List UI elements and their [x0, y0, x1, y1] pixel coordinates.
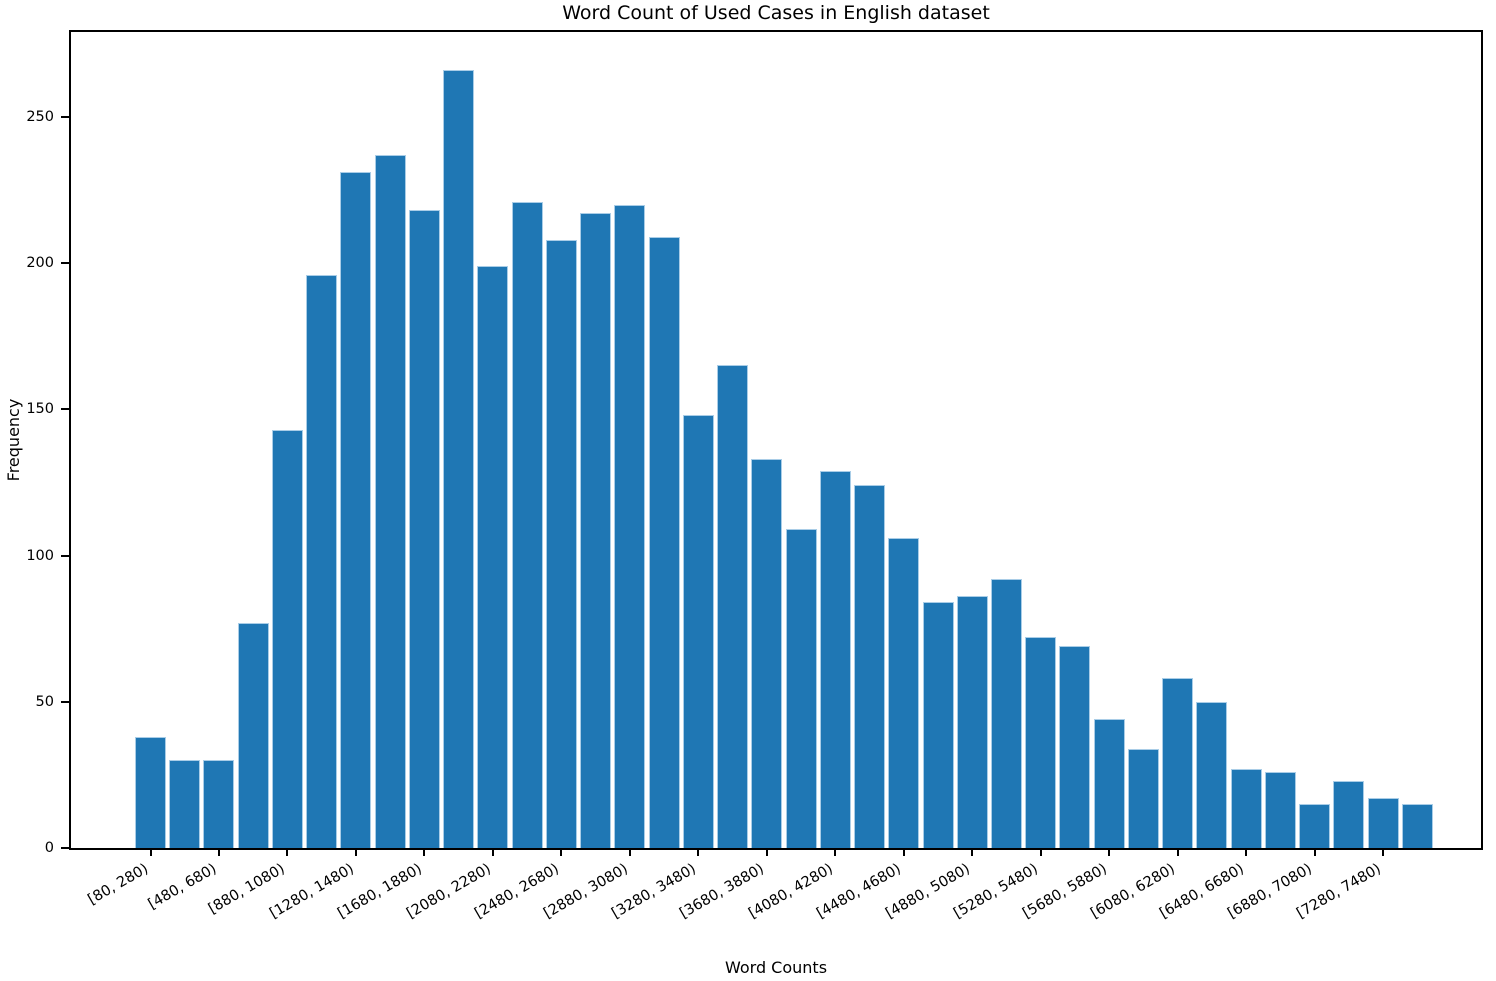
x-tick-mark	[1245, 848, 1248, 856]
bar	[1401, 804, 1433, 848]
y-tick-mark	[61, 554, 69, 557]
y-tick-mark	[61, 847, 69, 849]
x-tick-mark	[834, 848, 837, 856]
y-tick-label: 0	[44, 840, 54, 856]
y-tick-label: 100	[26, 547, 54, 564]
bar	[1093, 719, 1125, 848]
x-tick-mark	[971, 848, 974, 856]
x-tick-mark	[491, 848, 494, 856]
x-tick-mark	[217, 848, 220, 856]
bar	[1333, 781, 1365, 848]
x-tick-mark	[1313, 848, 1316, 856]
x-tick-mark	[423, 848, 426, 856]
x-tick-mark	[1108, 848, 1111, 856]
bar	[1127, 749, 1159, 848]
bar	[819, 471, 851, 848]
y-tick-mark	[61, 115, 69, 118]
x-tick-mark	[1039, 848, 1042, 856]
bar	[271, 430, 303, 848]
bar	[1162, 678, 1194, 848]
chart-title: Word Count of Used Cases in English data…	[562, 2, 990, 24]
x-tick-mark	[1382, 848, 1385, 856]
bar	[1299, 804, 1331, 848]
y-tick-label: 200	[26, 255, 54, 272]
x-tick-mark	[286, 848, 289, 856]
plot-area: [80, 280) [480, 680) [880, 1080) [1280, 148…	[26, 30, 1483, 922]
bar	[237, 623, 269, 848]
bar	[135, 737, 166, 848]
bar	[717, 365, 749, 848]
bar	[922, 602, 954, 848]
bar	[1196, 702, 1228, 848]
bar	[1059, 646, 1091, 848]
bar	[306, 275, 338, 848]
bar	[545, 240, 577, 848]
bar	[785, 529, 817, 848]
y-tick-label: 150	[26, 401, 54, 418]
y-tick-label: 250	[26, 108, 54, 125]
bar	[580, 213, 612, 848]
bar	[614, 205, 646, 848]
bar	[888, 538, 920, 848]
y-tick-label: 50	[35, 693, 54, 710]
bar	[340, 172, 372, 848]
x-tick-mark	[697, 848, 700, 856]
x-tick-mark	[902, 848, 905, 856]
bar	[374, 155, 406, 848]
bar	[408, 210, 440, 848]
bar	[203, 760, 235, 848]
bar	[751, 459, 783, 848]
y-axis-label: Frequency	[4, 398, 23, 482]
bar	[477, 266, 509, 848]
bar	[956, 596, 988, 848]
bar	[1230, 769, 1262, 848]
x-tick-mark	[628, 848, 631, 856]
y-tick-mark	[61, 262, 69, 265]
x-tick-mark	[560, 848, 563, 856]
bar	[991, 579, 1022, 848]
bar	[682, 415, 714, 848]
y-tick-mark	[61, 408, 69, 411]
bar	[854, 485, 886, 848]
x-tick-mark	[149, 848, 152, 856]
y-tick-mark	[61, 700, 69, 703]
bar	[1264, 772, 1296, 848]
bar	[648, 237, 680, 848]
x-axis-label: Word Counts	[724, 958, 828, 977]
x-tick-mark	[765, 848, 768, 856]
bar	[1367, 798, 1399, 848]
x-tick-mark	[1176, 848, 1179, 856]
bar	[169, 760, 201, 848]
bar	[511, 202, 543, 848]
x-tick-mark	[354, 848, 357, 856]
bar	[1025, 637, 1057, 848]
bar	[443, 70, 475, 848]
